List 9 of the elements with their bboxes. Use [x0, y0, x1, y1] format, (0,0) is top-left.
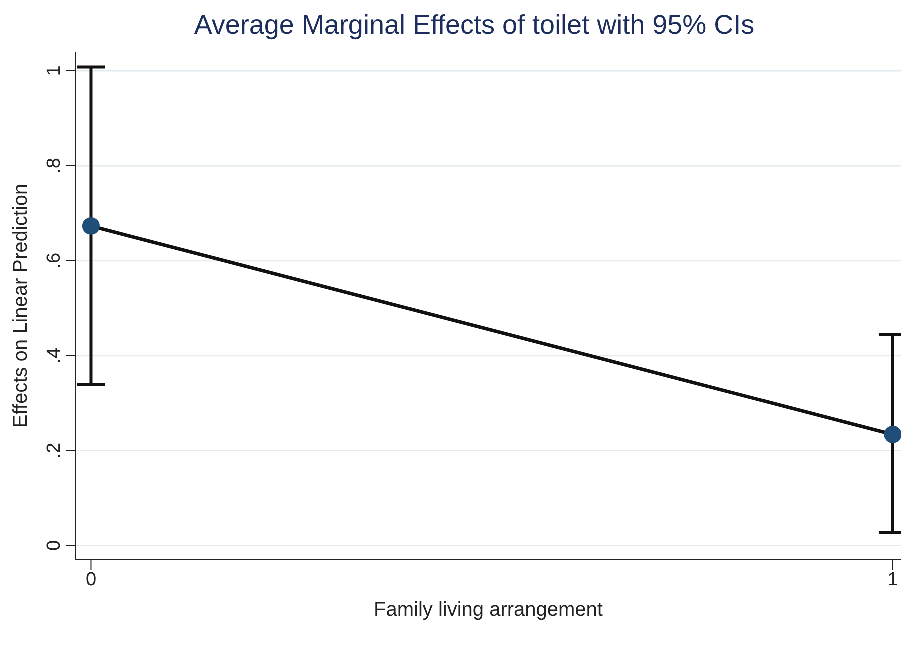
- y-tick-label: 0: [44, 540, 65, 552]
- y-axis-title: Effects on Linear Prediction: [10, 184, 32, 428]
- y-tick-label: .6: [44, 252, 65, 269]
- y-tick-label: .8: [44, 158, 65, 174]
- y-tick-label: 1: [44, 66, 65, 76]
- x-axis-title: Family living arrangement: [374, 599, 604, 621]
- y-tick-label: .4: [44, 348, 65, 364]
- y-tick-label: .2: [44, 442, 65, 459]
- chart-title: Average Marginal Effects of toilet with 95% CIs: [193, 9, 756, 42]
